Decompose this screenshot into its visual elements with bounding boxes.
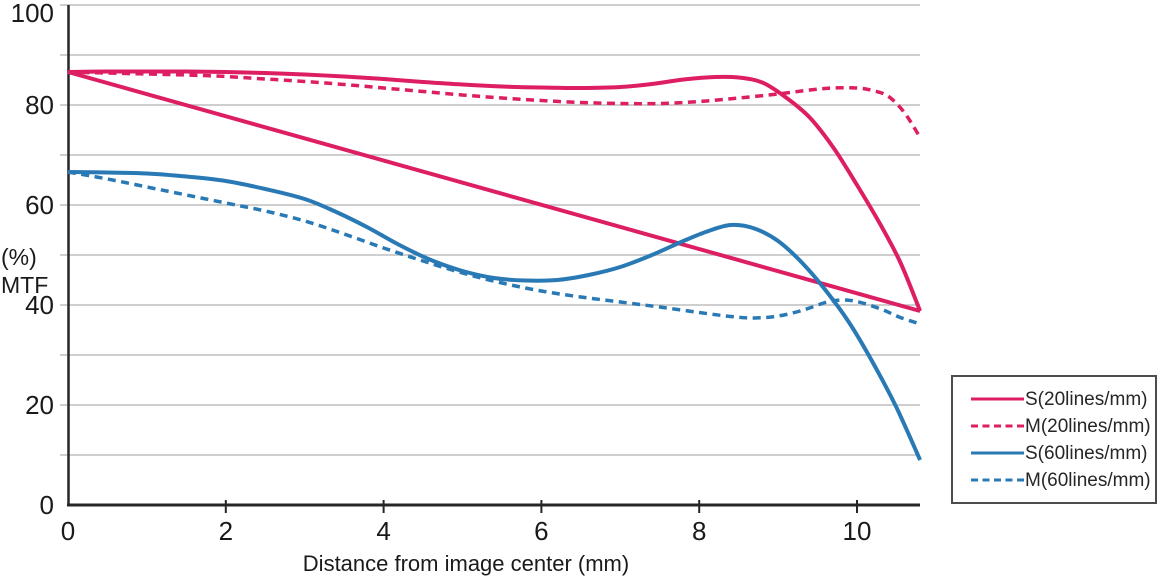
series-s-60lines-mm- bbox=[67, 170, 922, 461]
y-tick-label-20: 20 bbox=[25, 390, 54, 420]
x-tick-label-8: 8 bbox=[691, 516, 707, 546]
series-unlabeled-straight-diagonal-line bbox=[67, 70, 921, 313]
x-tick-label-10: 10 bbox=[842, 516, 872, 546]
series-m-20lines-mm- bbox=[67, 70, 922, 139]
x-tick-label-2: 2 bbox=[218, 516, 234, 546]
x-tick-label-0: 0 bbox=[60, 516, 76, 546]
legend-item-s20: S(20lines/mm) bbox=[970, 386, 1147, 413]
legend-label-m20: M(20lines/mm) bbox=[1025, 415, 1151, 437]
legend-label-s20: S(20lines/mm) bbox=[1025, 388, 1148, 410]
legend-box: S(20lines/mm) M(20lines/mm) S(60lines/mm) M… bbox=[951, 375, 1157, 504]
y-axis-label: (%) MTF bbox=[1, 243, 48, 299]
x-tick-label-4: 4 bbox=[376, 516, 391, 546]
legend-label-s60: S(60lines/mm) bbox=[1025, 442, 1148, 464]
x-tick-label-6: 6 bbox=[534, 516, 549, 546]
legend-item-m60: M(60lines/mm) bbox=[970, 467, 1151, 494]
y-axis-unit-mtf: MTF bbox=[1, 272, 49, 298]
legend-line-sample-s60 bbox=[971, 451, 1024, 455]
legend-line-sample-s20 bbox=[971, 397, 1024, 401]
y-tick-label-40: 40 bbox=[25, 290, 54, 320]
legend-item-s60: S(60lines/mm) bbox=[970, 440, 1147, 467]
y-axis-unit-percent: (%) bbox=[1, 244, 37, 270]
series-s-20lines-mm- bbox=[67, 69, 922, 312]
y-tick-label-80: 80 bbox=[25, 90, 54, 120]
legend-line-sample-m20 bbox=[971, 424, 1024, 428]
y-tick-label-0: 0 bbox=[39, 490, 54, 520]
legend-line-sample-m60 bbox=[971, 478, 1024, 482]
y-tick-label-100: 100 bbox=[10, 0, 54, 28]
legend-label-m60: M(60lines/mm) bbox=[1025, 469, 1151, 491]
x-axis-title: Distance from image center (mm) bbox=[302, 551, 630, 576]
legend-item-m20: M(20lines/mm) bbox=[970, 413, 1151, 440]
series-m-60lines-mm- bbox=[67, 170, 921, 326]
y-tick-label-60: 60 bbox=[25, 190, 54, 220]
